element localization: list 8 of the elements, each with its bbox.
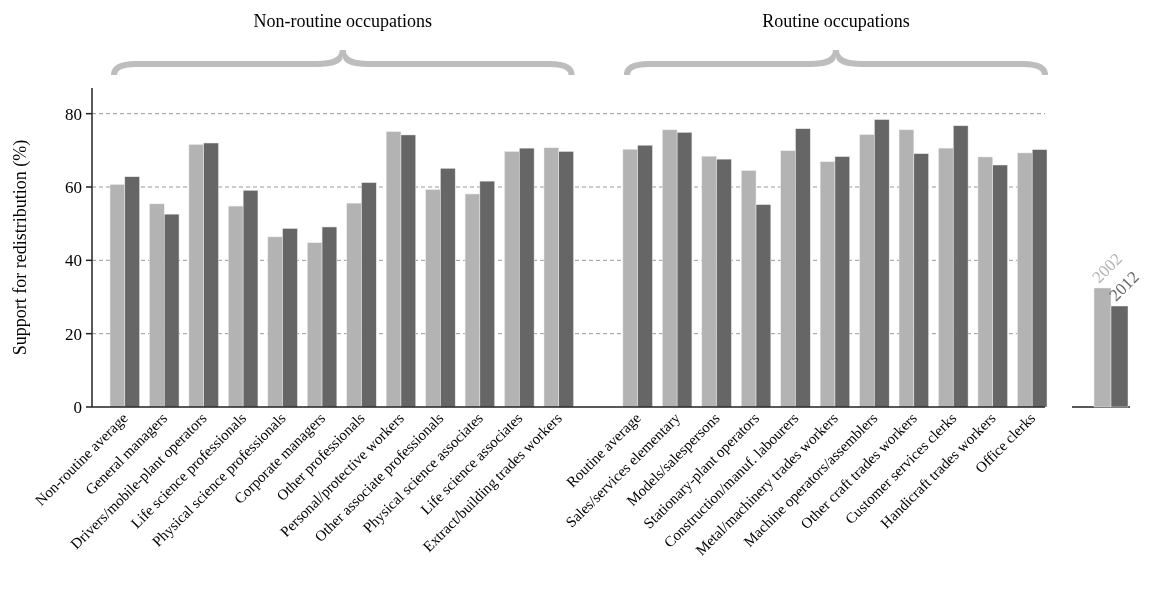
text: Routine occupations xyxy=(762,11,910,31)
y-tick-label: 40 xyxy=(65,251,82,271)
y-tick-label: 0 xyxy=(73,397,82,417)
y-axis-title: Support for redistribution (%) xyxy=(10,139,31,356)
y-tick-label: 20 xyxy=(65,324,82,344)
y-tick-label: 60 xyxy=(65,177,82,197)
text: Non-routine occupations xyxy=(253,11,433,31)
y-tick-label: 80 xyxy=(65,104,82,124)
